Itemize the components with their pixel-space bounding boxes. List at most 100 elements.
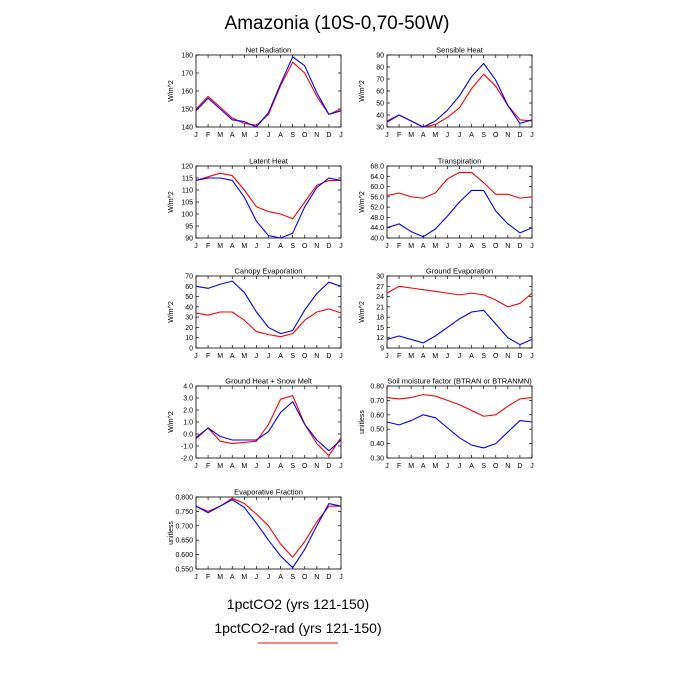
net-radiation-xtick-label: M [217,132,223,139]
panel-ground-heat-snow-melt: Ground Heat + Snow Melt -2.0 -1.0 0.0 1.0 2.0… [168,377,343,471]
evaporative-fraction-ytick-label: 0.600 [175,552,193,559]
ground-evaporation-ytick-label: 12 [376,335,384,342]
sensible-heat-series-1pctco2-yrs-121-150 [386,62,533,128]
soil-moisture-factor-btran-or-btranmn-xtick-label: O [493,463,499,470]
canopy-evaporation-series-1pctco2-rad-yrs-121-150 [195,308,342,338]
net-radiation-frame [195,54,342,128]
net-radiation-xtick-label: A [230,132,235,139]
evaporative-fraction-xtick-label: A [230,574,235,581]
soil-moisture-factor-btran-or-btranmn-xtick-label: A [469,463,474,470]
canopy-evaporation-ytick-label: 70 [185,274,193,281]
latent-heat-ytick-label: 105 [181,200,193,207]
net-radiation-title: Net Radiation [246,46,291,55]
ground-heat-snow-melt-series-1pctco2-rad-yrs-121-150 [195,395,342,457]
transpiration-ylabel: W/m^2 [359,191,366,213]
latent-heat-xtick-label: S [290,243,295,250]
evaporative-fraction-xtick-label: A [278,574,283,581]
ground-heat-snow-melt-xtick-label: M [217,463,223,470]
soil-moisture-factor-btran-or-btranmn-xtick-label: J [446,463,450,470]
figure-title: Amazonia (10S-0,70-50W) [225,13,450,34]
net-radiation-xtick-label: J [267,132,271,139]
canopy-evaporation-title: Canopy Evaporation [235,267,303,276]
canopy-evaporation-xtick-label: F [206,353,210,360]
net-radiation-xtick-label: A [278,132,283,139]
sensible-heat-xtick-label: J [385,132,389,139]
ground-evaporation-ytick-label: 15 [376,325,384,332]
latent-heat-xtick-label: F [206,243,210,250]
net-radiation-ytick-label: 140 [181,125,193,132]
ground-evaporation-xtick-label: O [493,353,499,360]
ground-heat-snow-melt-ytick-label: 4.0 [183,384,193,391]
ground-evaporation-xtick-label: J [530,353,534,360]
evaporative-fraction-xtick-label: J [267,574,271,581]
panel-soil-moisture-factor-btran-or-btranmn: Soil moisture factor (BTRAN or BTRANMN)0… [359,377,534,471]
canopy-evaporation-xtick-label: A [278,353,283,360]
ground-heat-snow-melt-xtick-label: A [230,463,235,470]
evaporative-fraction-xtick-label: D [326,574,331,581]
soil-moisture-factor-btran-or-btranmn-series-1pctco2-rad-yrs-121-150 [386,394,533,417]
net-radiation-xtick-label: M [241,132,247,139]
ground-heat-snow-melt-xtick-label: N [314,463,319,470]
sensible-heat-ytick-label: 60 [376,89,384,96]
ground-evaporation-ytick-label: 9 [380,346,384,353]
canopy-evaporation-xtick-label: M [241,353,247,360]
net-radiation-xtick-label: J [339,132,343,139]
ground-heat-snow-melt-xtick-label: M [241,463,247,470]
latent-heat-ytick-label: 120 [181,164,193,171]
sensible-heat-xtick-label: J [458,132,462,139]
latent-heat-xtick-label: J [194,243,198,250]
latent-heat-ytick-label: 90 [185,236,193,243]
soil-moisture-factor-btran-or-btranmn-xtick-label: D [517,463,522,470]
canopy-evaporation-ytick-label: 0 [189,346,193,353]
evaporative-fraction-ytick-label: 0.550 [175,567,193,574]
canopy-evaporation-ytick-label: 10 [185,335,193,342]
transpiration-xtick-label: J [446,243,450,250]
canopy-evaporation-ytick-label: 60 [185,284,193,291]
ground-evaporation-ytick-label: 27 [376,284,384,291]
evaporative-fraction-ylabel: unitless [168,521,175,545]
canopy-evaporation-xtick-label: D [326,353,331,360]
evaporative-fraction-title: Evaporative Fraction [234,488,303,497]
transpiration-xtick-label: J [530,243,534,250]
latent-heat-xtick-label: J [267,243,271,250]
latent-heat-ylabel: W/m^2 [168,191,175,213]
ground-evaporation-xtick-label: S [481,353,486,360]
ground-heat-snow-melt-xtick-label: S [290,463,295,470]
ground-heat-snow-melt-xtick-label: J [267,463,271,470]
ground-heat-snow-melt-xtick-label: J [339,463,343,470]
transpiration-ytick-label: 52.0 [370,205,384,212]
transpiration-xtick-label: F [397,243,401,250]
sensible-heat-xtick-label: M [408,132,414,139]
panel-evaporative-fraction: Evaporative Fraction 0.550 0.600 0.650 0.700… [168,488,343,582]
sensible-heat-ytick-label: 80 [376,65,384,72]
latent-heat-xtick-label: N [314,243,319,250]
net-radiation-ytick-label: 180 [181,53,193,60]
transpiration-xtick-label: M [408,243,414,250]
ground-evaporation-title: Ground Evaporation [426,267,493,276]
latent-heat-ytick-label: 115 [182,176,193,183]
transpiration-ytick-label: 68.0 [370,164,384,171]
ground-heat-snow-melt-xtick-label: J [194,463,198,470]
net-radiation-ytick-label: 170 [181,71,193,78]
evaporative-fraction-xtick-label: N [314,574,319,581]
latent-heat-xtick-label: M [217,243,223,250]
ground-evaporation-ytick-label: 24 [376,294,384,301]
latent-heat-frame [195,165,342,239]
ground-evaporation-xtick-label: A [421,353,426,360]
ground-heat-snow-melt-ylabel: W/m^2 [168,411,175,433]
canopy-evaporation-xtick-label: A [230,353,235,360]
net-radiation-xtick-label: F [206,132,210,139]
ground-heat-snow-melt-title: Ground Heat + Snow Melt [225,377,312,386]
transpiration-xtick-label: A [421,243,426,250]
legend-label-2: 1pctCO2-rad (yrs 121-150) [214,620,381,636]
canopy-evaporation-xtick-label: O [302,353,308,360]
sensible-heat-xtick-label: A [469,132,474,139]
ground-evaporation-xtick-label: M [432,353,438,360]
ground-heat-snow-melt-ytick-label: 2.0 [183,408,193,415]
evaporative-fraction-xtick-label: S [290,574,295,581]
